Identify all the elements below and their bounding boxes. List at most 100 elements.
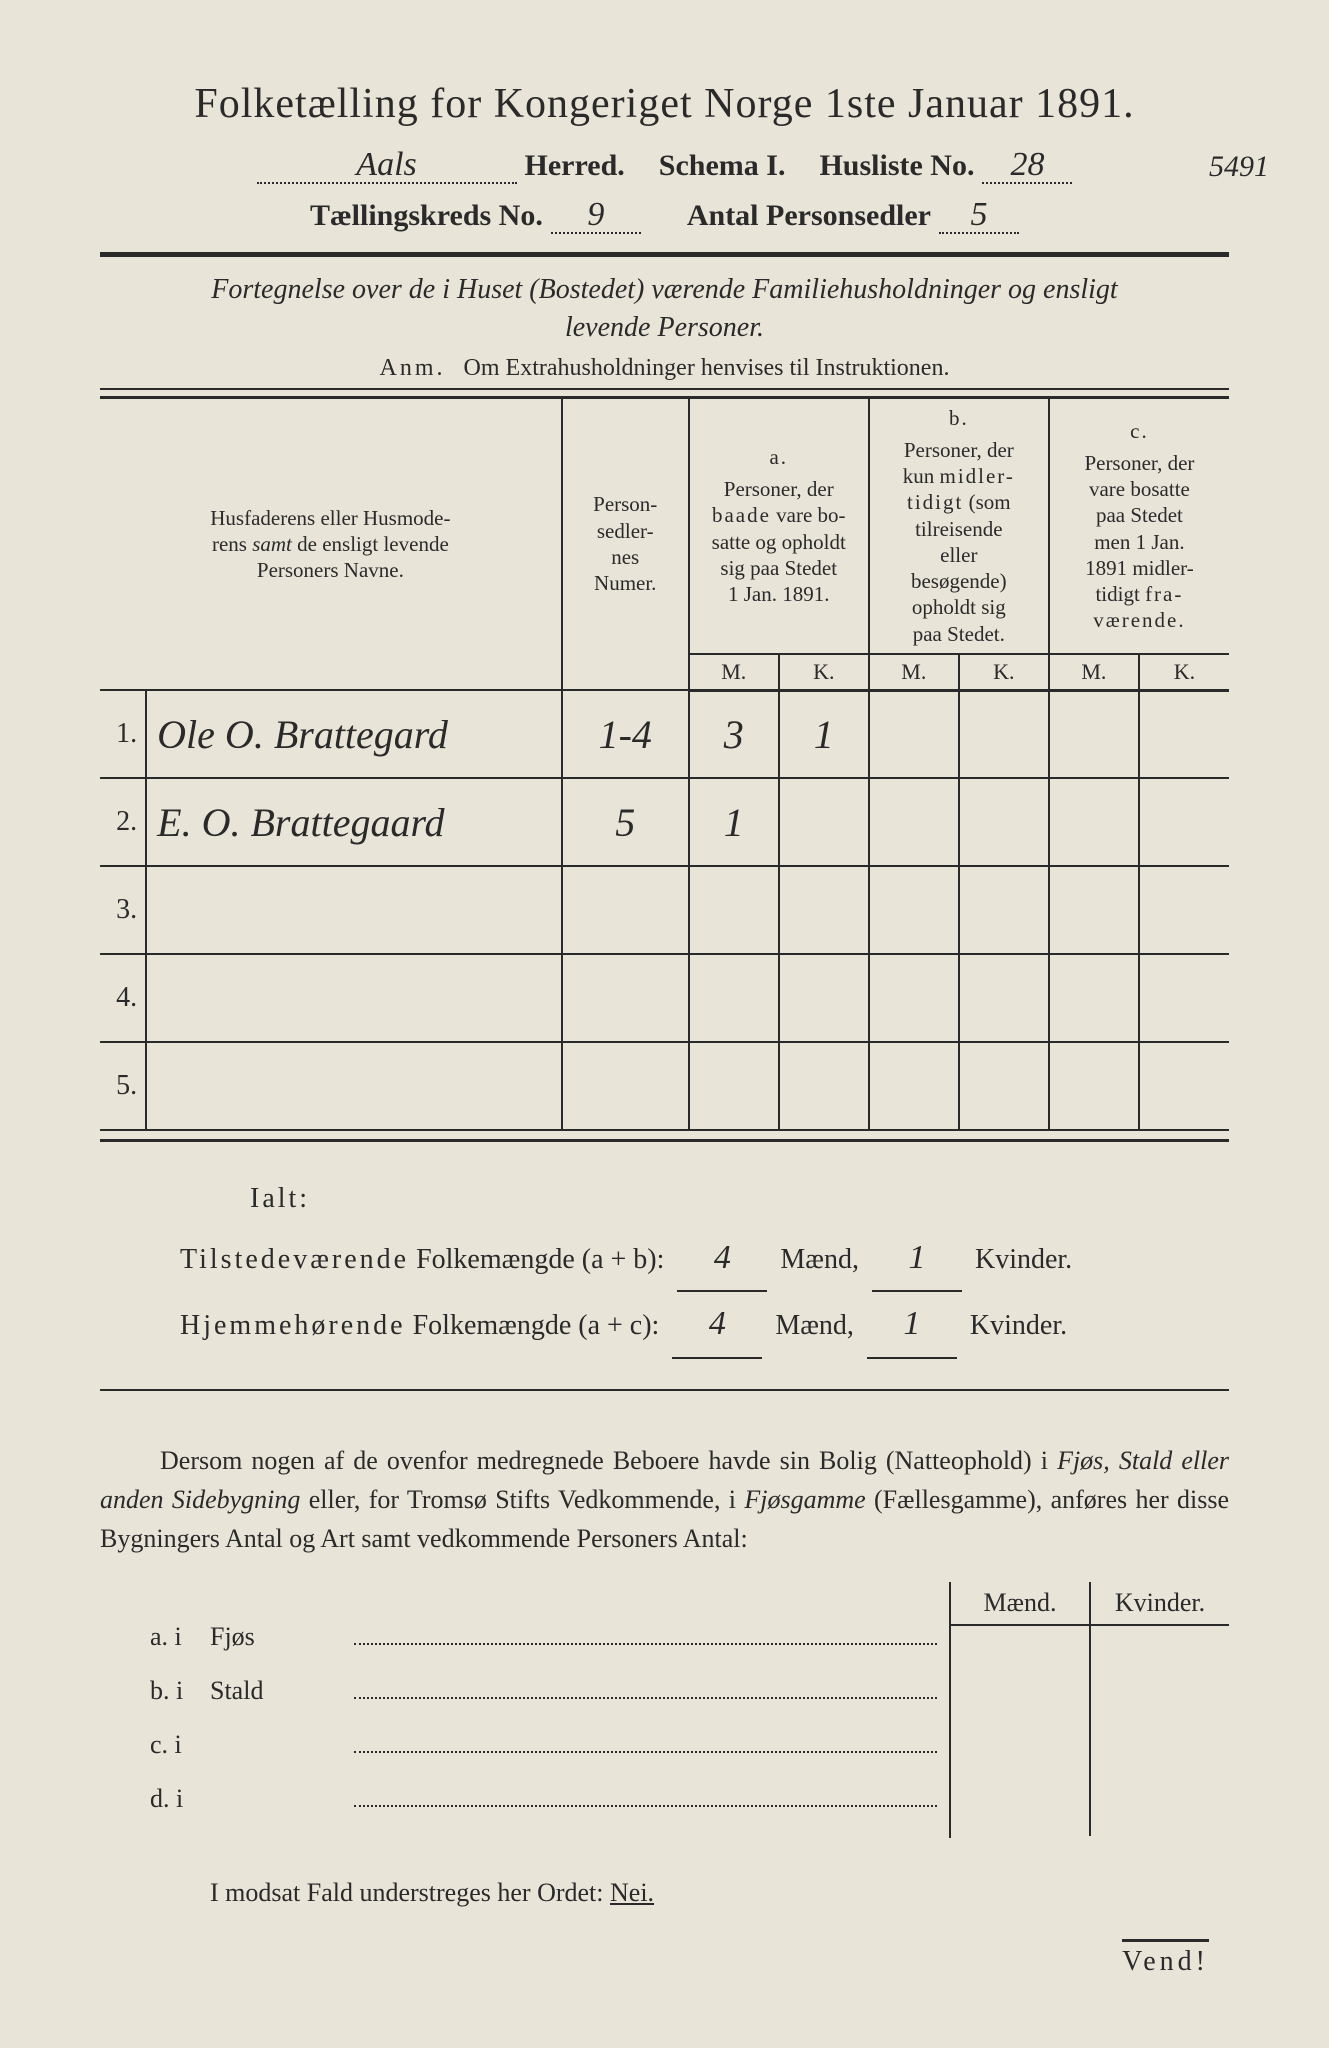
tl2-label: Hjemmehørende	[180, 1299, 406, 1352]
row-a-m	[689, 954, 779, 1042]
row-name: E. O. Brattegaard	[146, 778, 562, 866]
subtable: a. iFjøsb. iStaldc. id. i Mænd. Kvinder.	[100, 1582, 1229, 1838]
subrow-dots	[354, 1681, 937, 1699]
row-num: 3.	[100, 866, 146, 954]
subrow-dots	[354, 1627, 937, 1645]
header-row-1: Aals Herred. Schema I. Husliste No. 28	[100, 148, 1229, 184]
husliste-label: Husliste No.	[819, 149, 974, 183]
anm-prefix: Anm.	[380, 355, 446, 381]
row-c-m	[1049, 690, 1139, 778]
husliste-value: 28	[982, 148, 1072, 184]
col-c-header: c. Personer, dervare bosattepaa Stedetme…	[1049, 397, 1229, 654]
row-a-k	[779, 866, 869, 954]
row-numer	[562, 866, 689, 954]
census-table: Husfaderens eller Husmode-rens samt de e…	[100, 396, 1229, 1132]
sub-kvinder-cell	[1091, 1626, 1229, 1836]
row-a-k: 1	[779, 690, 869, 778]
row-a-k	[779, 1042, 869, 1130]
row-c-m	[1049, 778, 1139, 866]
row-a-k	[779, 954, 869, 1042]
table-row: 5.	[100, 1042, 1229, 1130]
subtable-row: a. iFjøs	[150, 1622, 949, 1676]
vend-label: Vend!	[1122, 1939, 1209, 1978]
schema-label: Schema I.	[659, 149, 786, 183]
row-b-m	[869, 954, 959, 1042]
kvinder-label: Kvinder.	[970, 1310, 1067, 1341]
row-num: 4.	[100, 954, 146, 1042]
row-numer	[562, 954, 689, 1042]
ialt-label: Ialt:	[180, 1172, 1229, 1225]
row-b-m	[869, 1042, 959, 1130]
row-numer	[562, 1042, 689, 1130]
subtable-row: c. i	[150, 1730, 949, 1784]
col-c-m: M.	[1049, 654, 1139, 691]
row-b-k	[959, 866, 1049, 954]
row-name	[146, 866, 562, 954]
header-row-2: Tællingskreds No. 9 Antal Personsedler 5	[100, 198, 1229, 234]
tl1-mid: Folkemængde (a + b):	[416, 1244, 664, 1275]
row-a-m	[689, 866, 779, 954]
subrow-dots	[354, 1789, 937, 1807]
subtable-row: d. i	[150, 1784, 949, 1838]
sub-maend-cell	[951, 1626, 1091, 1836]
footer-nei: Nei.	[610, 1878, 654, 1907]
row-c-m	[1049, 954, 1139, 1042]
divider	[100, 1139, 1229, 1142]
row-a-k	[779, 778, 869, 866]
row-c-k	[1139, 778, 1229, 866]
antal-value: 5	[939, 198, 1019, 234]
row-a-m	[689, 1042, 779, 1130]
tl2-m: 4	[672, 1292, 762, 1359]
divider	[100, 252, 1229, 257]
tl1-m: 4	[677, 1226, 767, 1293]
row-b-m	[869, 778, 959, 866]
kvinder-label: Kvinder.	[975, 1244, 1072, 1275]
row-b-k	[959, 954, 1049, 1042]
subrow-label: a. i	[150, 1622, 210, 1652]
table-row: 4.	[100, 954, 1229, 1042]
kreds-value: 9	[551, 198, 641, 234]
table-row: 1.Ole O. Brattegard1-431	[100, 690, 1229, 778]
col-c-k: K.	[1139, 654, 1229, 691]
totals-block: Ialt: Tilstedeværende Folkemængde (a + b…	[100, 1172, 1229, 1358]
paragraph: Dersom nogen af de ovenfor medregnede Be…	[100, 1441, 1229, 1558]
maend-label: Mænd,	[780, 1244, 859, 1275]
row-a-m: 1	[689, 778, 779, 866]
col-numer-header: Person-sedler-nesNumer.	[562, 397, 689, 690]
page-title: Folketælling for Kongeriget Norge 1ste J…	[100, 80, 1229, 128]
row-name: Ole O. Brattegard	[146, 690, 562, 778]
herred-label: Herred.	[525, 149, 625, 183]
subrow-label: c. i	[150, 1730, 210, 1760]
tl2-mid: Folkemængde (a + c):	[413, 1310, 660, 1341]
row-c-m	[1049, 866, 1139, 954]
col-b-m: M.	[869, 654, 959, 691]
row-num: 2.	[100, 778, 146, 866]
row-c-k	[1139, 690, 1229, 778]
row-numer: 1-4	[562, 690, 689, 778]
row-b-k	[959, 778, 1049, 866]
tl1-k: 1	[872, 1226, 962, 1293]
row-b-k	[959, 690, 1049, 778]
kreds-label: Tællingskreds No.	[310, 199, 543, 233]
anm-text: Om Extrahusholdninger henvises til Instr…	[464, 355, 950, 381]
row-a-m: 3	[689, 690, 779, 778]
table-row: 2.E. O. Brattegaard51	[100, 778, 1229, 866]
subtable-row: b. iStald	[150, 1676, 949, 1730]
subrow-word: Stald	[210, 1676, 350, 1706]
col-a-m: M.	[689, 654, 779, 691]
col-a-header: a. Personer, derbaade vare bo-satte og o…	[689, 397, 869, 654]
herred-value: Aals	[257, 148, 517, 184]
tl2-k: 1	[867, 1292, 957, 1359]
col-b-k: K.	[959, 654, 1049, 691]
table-row: 3.	[100, 866, 1229, 954]
row-num: 1.	[100, 690, 146, 778]
col-a-k: K.	[779, 654, 869, 691]
row-b-m	[869, 866, 959, 954]
row-c-k	[1139, 1042, 1229, 1130]
row-c-k	[1139, 954, 1229, 1042]
tl1-label: Tilstedeværende	[180, 1233, 409, 1286]
row-name	[146, 1042, 562, 1130]
subrow-word: Fjøs	[210, 1622, 350, 1652]
side-number: 5491	[1209, 150, 1269, 184]
row-name	[146, 954, 562, 1042]
